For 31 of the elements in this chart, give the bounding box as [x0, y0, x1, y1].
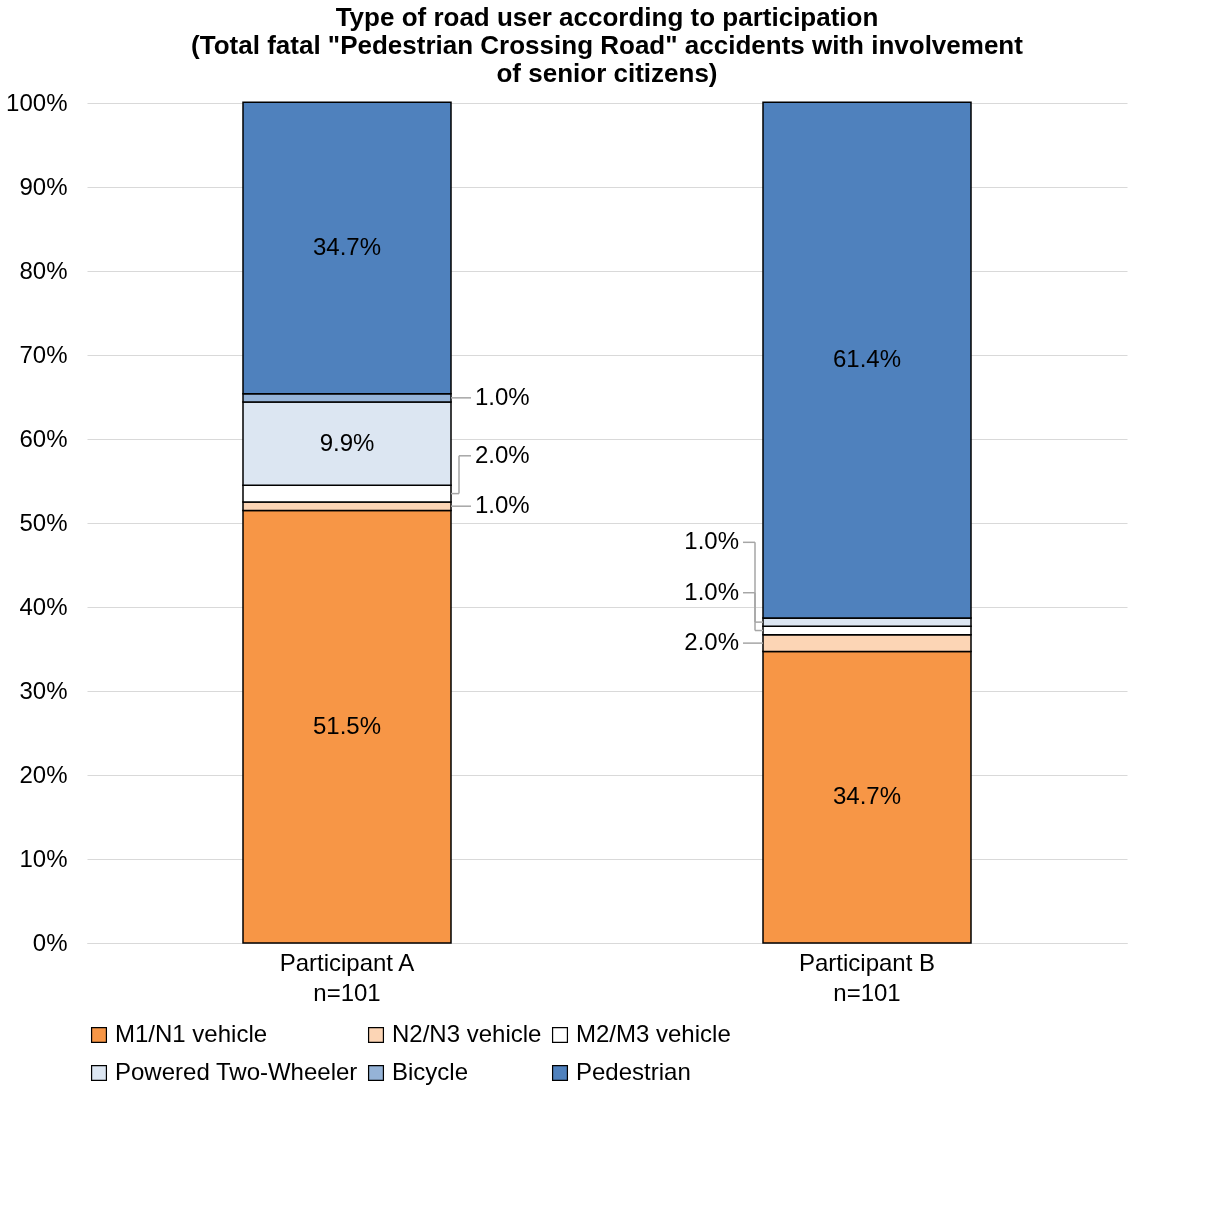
- y-tick-label: 40%: [19, 592, 68, 620]
- y-tick-label: 10%: [19, 844, 68, 872]
- legend-label: Powered Two-Wheeler: [115, 1058, 358, 1085]
- data-label: 51.5%: [312, 711, 382, 739]
- x-tick-label: Participant B n=101: [798, 948, 936, 1006]
- data-label: 34.7%: [832, 782, 902, 810]
- data-label: 9.9%: [319, 428, 375, 456]
- y-tick-label: 0%: [32, 928, 68, 956]
- y-tick-label: 30%: [19, 676, 68, 704]
- legend-label: Bicycle: [392, 1058, 469, 1085]
- data-label: 34.7%: [312, 232, 382, 260]
- data-label: 2.0%: [475, 440, 530, 468]
- data-label: 1.0%: [475, 382, 530, 410]
- y-tick-label: 70%: [19, 340, 68, 368]
- y-tick-label: 90%: [19, 172, 68, 200]
- legend-label: Pedestrian: [576, 1058, 691, 1085]
- legend-label: N2/N3 vehicle: [392, 1020, 542, 1047]
- data-label: 1.0%: [475, 491, 530, 519]
- legend-label: M2/M3 vehicle: [576, 1020, 731, 1047]
- x-tick-label: Participant A n=101: [279, 948, 415, 1006]
- y-tick-label: 20%: [19, 760, 68, 788]
- data-label: 2.0%: [684, 628, 739, 656]
- data-label: 1.0%: [684, 577, 739, 605]
- legend-label: M1/N1 vehicle: [115, 1020, 268, 1047]
- data-label: 61.4%: [832, 345, 902, 373]
- y-tick-label: 80%: [19, 256, 68, 284]
- y-tick-label: 60%: [19, 424, 68, 452]
- data-label: 1.0%: [684, 527, 739, 555]
- y-tick-label: 100%: [6, 88, 68, 116]
- chart-title: Type of road user according to participation (Total fatal "Pedestrian Crossing Road" accidents with involvement of senior citizens): [191, 2, 1024, 88]
- y-tick-label: 50%: [19, 508, 68, 536]
